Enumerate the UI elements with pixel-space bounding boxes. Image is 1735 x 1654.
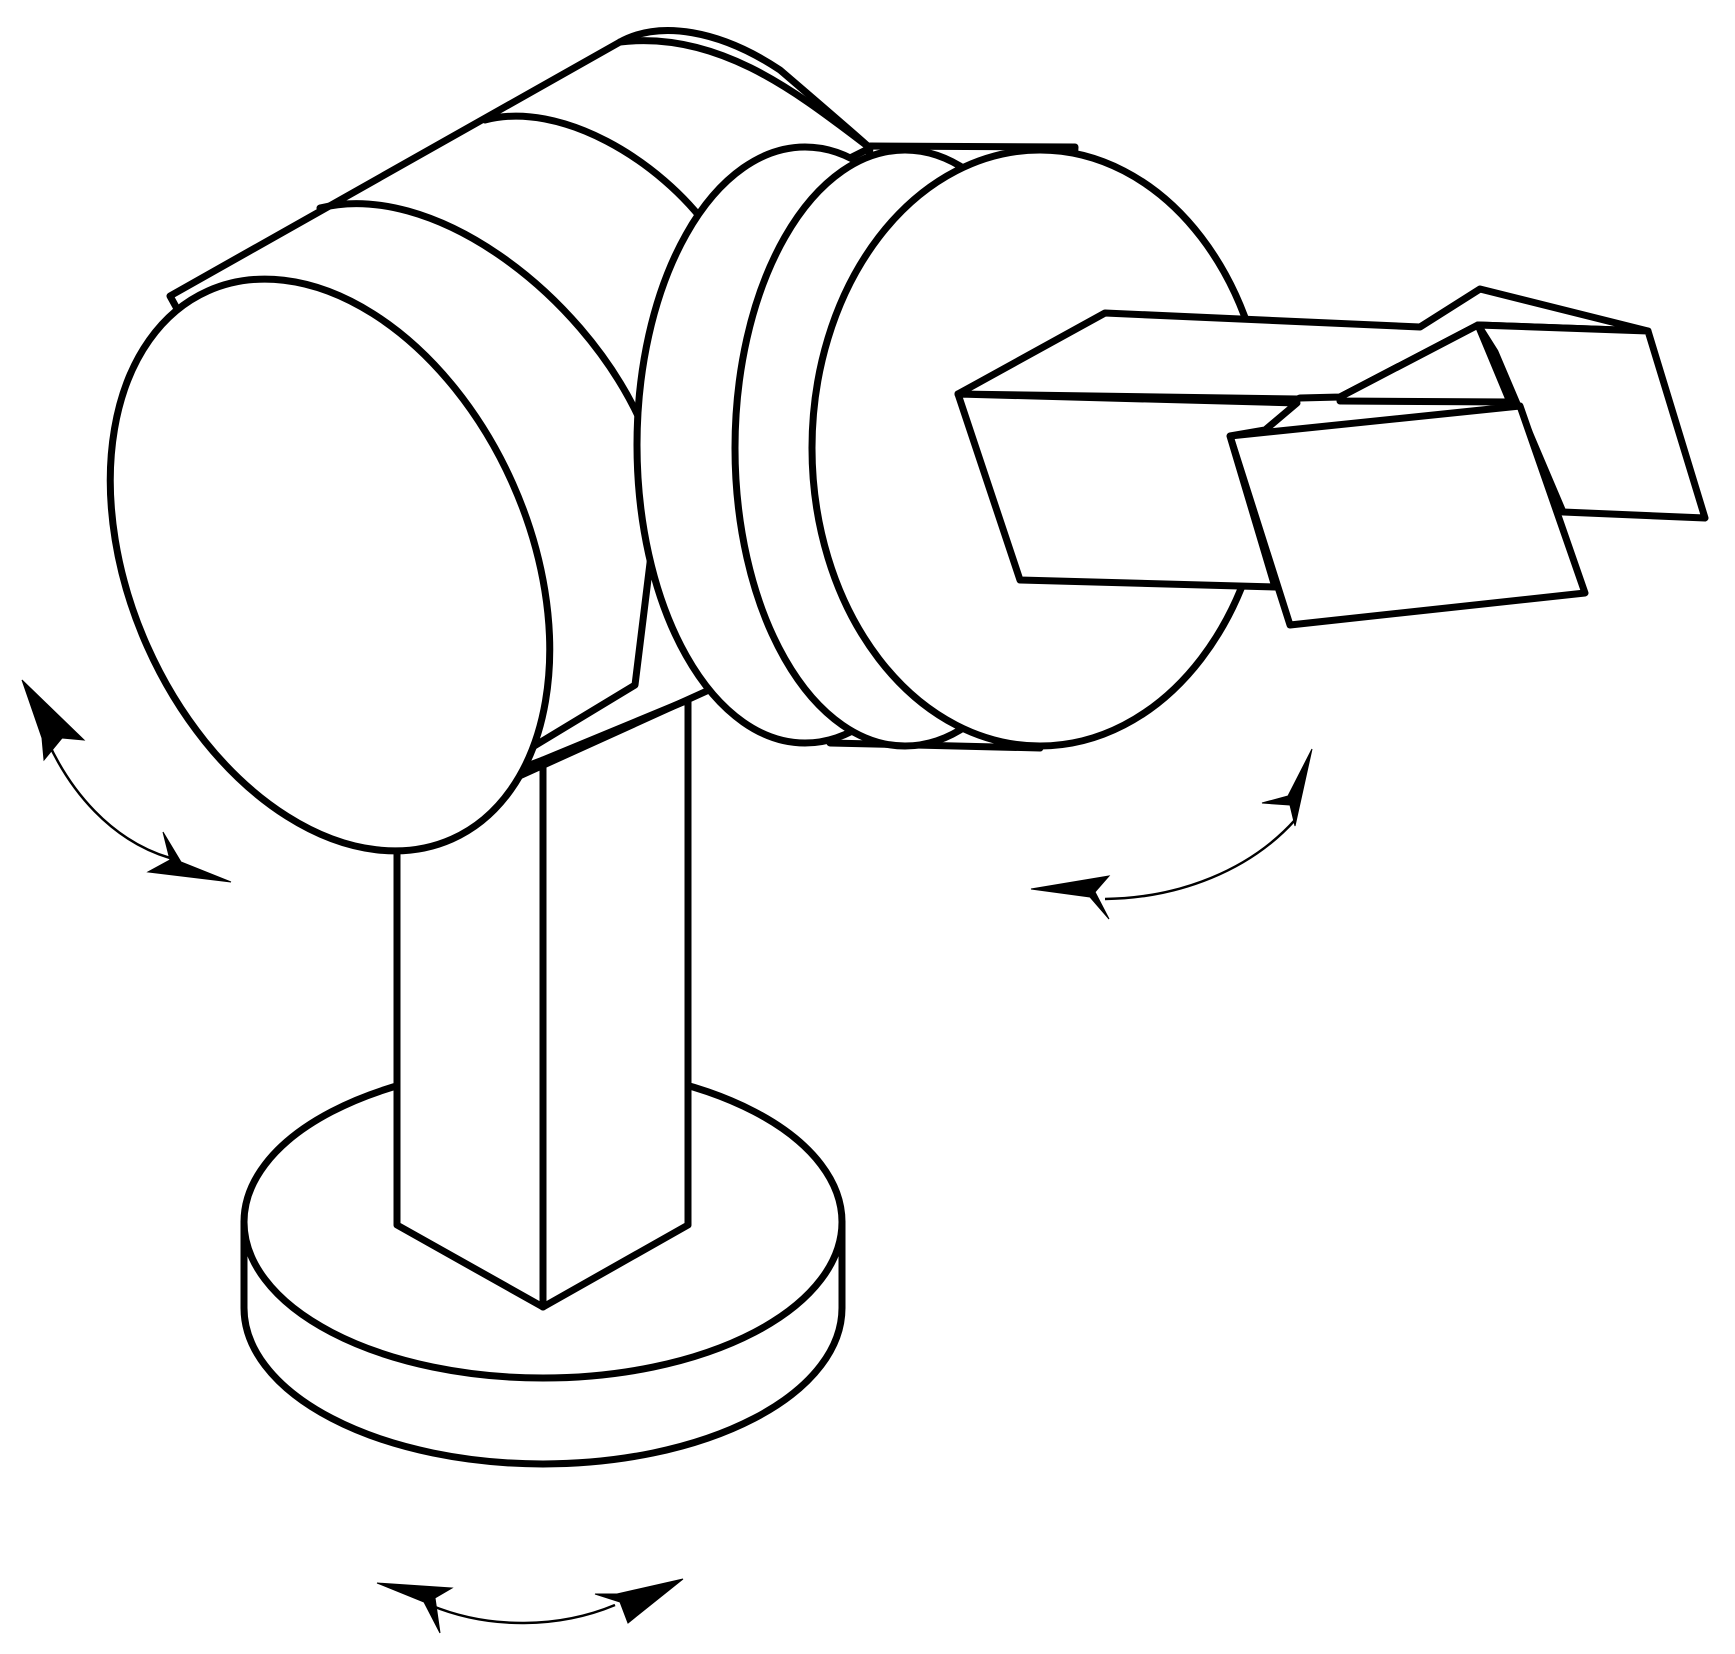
wrist-rotation-arc [1104, 819, 1296, 901]
gripper-palm [954, 390, 1301, 591]
rotation-arrow-base [376, 1578, 684, 1634]
shoulder-seam-2 [316, 200, 644, 424]
wrist-arrow-left-icon [1030, 875, 1111, 920]
shoulder-end-cap [106, 275, 554, 855]
shoulder-seam-outer [616, 37, 874, 152]
shoulder-arrow-down-icon [146, 831, 232, 883]
wrist-arrow-right-icon [1261, 748, 1313, 827]
gripper [954, 285, 1709, 629]
shoulder-seam-1 [481, 112, 714, 234]
shoulder-rotation-arc [46, 741, 171, 860]
gripper-upper-finger-top [1336, 321, 1514, 406]
shoulder-arrow-up-icon [21, 679, 86, 762]
base-arrow-left-icon [376, 1582, 454, 1634]
column-right-face [539, 696, 692, 1311]
base-rotation-arc [429, 1603, 616, 1625]
gripper-upper-finger-face [1474, 321, 1709, 522]
gripper-lower-finger-face [1226, 402, 1589, 629]
rotation-arrow-shoulder [21, 679, 232, 883]
base-arrow-right-icon [594, 1578, 684, 1624]
rotation-arrow-wrist [1030, 748, 1313, 920]
wrist-discs [633, 142, 1272, 752]
